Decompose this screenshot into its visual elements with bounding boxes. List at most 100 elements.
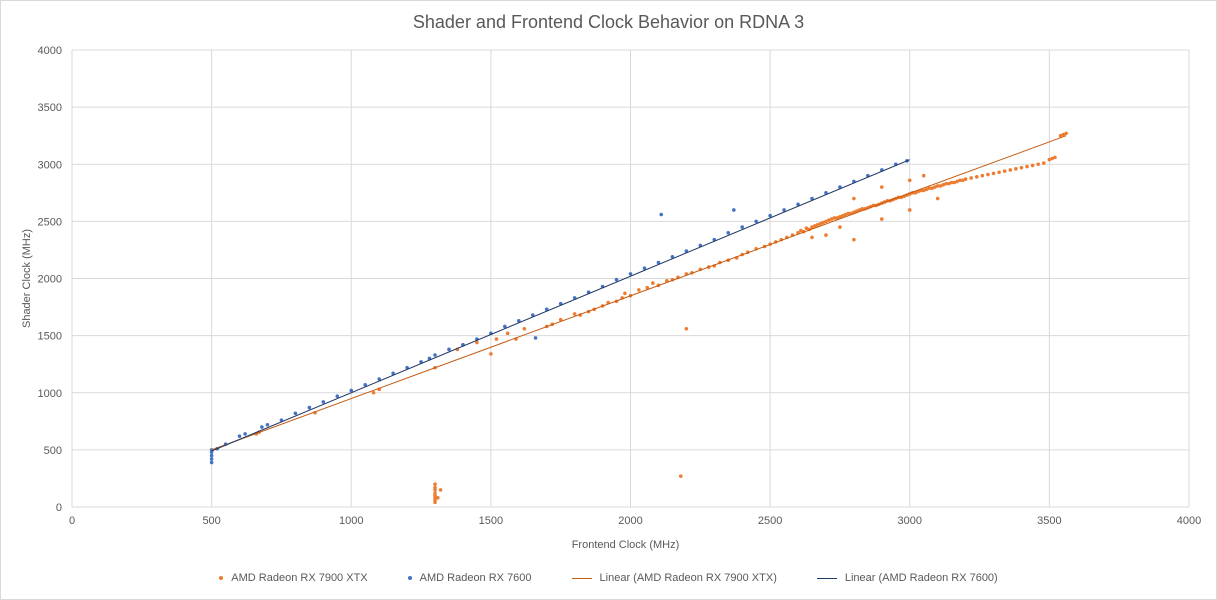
x-tick-label: 500 [202,515,220,527]
data-point-series-1 [670,254,675,259]
data-point-series-0 [433,485,437,490]
data-point-series-0 [880,217,884,221]
data-point-series-1 [405,365,409,370]
x-tick-label: 1500 [479,515,503,527]
data-point-series-0 [810,235,814,240]
data-point-series-0 [436,496,440,500]
data-point-series-1 [363,382,368,387]
trendline-series-3 [211,159,910,452]
data-point-series-1 [530,313,535,317]
data-point-series-1 [209,457,214,461]
x-tick-label: 3000 [898,515,922,527]
data-point-series-0 [930,186,934,191]
data-point-series-0 [944,181,948,186]
data-point-series-0 [684,326,689,331]
legend-item-linear-7900xtx: Linear (AMD Radeon RX 7900 XTX) [571,572,777,584]
data-point-series-0 [645,285,650,290]
data-point-series-0 [924,187,929,192]
data-point-series-0 [804,226,809,231]
data-point-series-0 [572,312,577,316]
data-point-series-0 [829,217,834,221]
data-point-series-0 [821,220,825,225]
data-point-series-0 [846,211,851,216]
data-point-series-0 [433,482,437,486]
data-point-series-1 [237,434,242,438]
y-axis-title: Shader Clock (MHz) [21,229,33,328]
legend-item-7600: AMD Radeon RX 7600 [407,572,532,584]
data-point-series-0 [475,340,479,345]
data-point-series-1 [209,453,214,458]
data-point-series-0 [860,207,865,211]
data-point-series-1 [260,425,264,429]
y-tick-label: 3000 [38,159,62,171]
data-point-series-0 [623,291,627,296]
data-point-series-0 [974,175,979,179]
data-point-series-1 [544,307,549,312]
data-point-series-0 [955,179,960,184]
legend-line-icon [571,577,592,579]
x-axis-title: Frontend Clock (MHz) [572,539,680,551]
data-point-series-0 [997,170,1001,175]
data-point-series-0 [505,331,510,336]
data-point-series-0 [824,233,828,237]
data-point-series-1 [265,422,270,427]
data-point-series-0 [952,180,957,185]
data-point-series-0 [1002,169,1007,173]
data-point-series-1 [726,231,731,235]
data-point-series-1 [754,219,758,224]
data-point-series-0 [489,352,493,356]
data-point-series-0 [921,173,926,178]
data-point-series-1 [740,225,744,229]
data-point-series-0 [935,196,940,201]
data-point-series-1 [656,260,661,265]
data-point-series-0 [494,337,499,341]
data-point-series-1 [209,460,214,465]
y-tick-label: 4000 [38,45,62,57]
data-point-series-0 [637,288,641,292]
data-point-series-1 [349,388,354,393]
data-point-series-0 [799,228,803,233]
data-point-series-0 [935,184,940,188]
data-point-series-0 [969,176,973,180]
data-point-series-1 [307,405,312,410]
legend-label: Linear (AMD Radeon RX 7600) [844,572,998,584]
data-point-series-0 [907,178,912,183]
data-point-series-0 [1030,163,1035,168]
legend-line-icon [816,577,837,579]
data-point-series-1 [684,249,689,253]
data-point-series-0 [843,212,848,217]
data-point-series-0 [980,173,985,178]
data-point-series-1 [293,411,298,416]
data-point-series-1 [768,213,772,218]
data-point-series-1 [503,324,507,329]
legend: AMD Radeon RX 7900 XTX AMD Radeon RX 760… [0,572,1217,584]
data-point-series-0 [963,177,968,181]
data-point-series-0 [813,224,817,228]
x-tick-label: 1000 [339,515,363,527]
y-tick-label: 2000 [38,274,62,286]
data-point-series-0 [1047,157,1052,162]
data-point-series-0 [433,491,437,496]
data-point-series-1 [810,196,814,201]
data-point-series-0 [991,171,996,176]
data-point-series-0 [1019,165,1024,170]
data-point-series-0 [947,181,951,186]
data-point-series-1 [642,266,647,271]
data-point-series-0 [927,186,932,191]
data-point-series-0 [852,237,856,242]
data-point-series-0 [815,223,820,227]
data-point-series-0 [810,225,814,229]
data-point-series-0 [986,172,990,177]
x-tick-label: 4000 [1177,515,1201,527]
data-point-series-1 [517,318,521,323]
data-point-series-0 [838,225,842,229]
data-point-series-1 [433,353,437,357]
data-point-series-1 [377,377,381,381]
data-point-series-1 [659,212,664,217]
data-point-series-0 [938,184,943,188]
legend-label: AMD Radeon RX 7900 XTX [231,572,368,584]
legend-label: Linear (AMD Radeon RX 7900 XTX) [599,572,777,584]
data-point-series-0 [1014,167,1018,171]
legend-item-linear-7600: Linear (AMD Radeon RX 7600) [816,572,998,584]
data-point-series-1 [533,336,538,340]
